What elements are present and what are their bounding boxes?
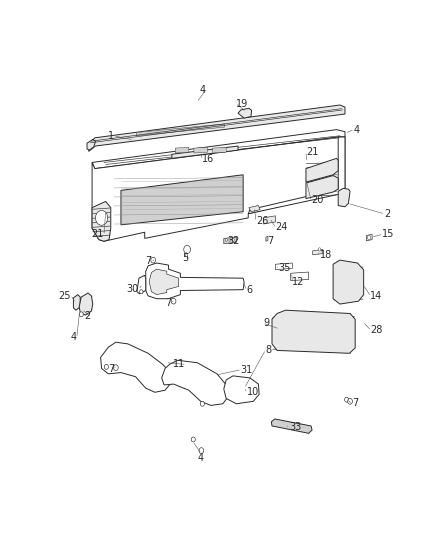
Polygon shape <box>146 263 244 298</box>
Polygon shape <box>291 272 309 281</box>
Text: 35: 35 <box>279 263 291 273</box>
Polygon shape <box>194 147 208 153</box>
Circle shape <box>95 211 108 225</box>
Text: 28: 28 <box>371 325 383 335</box>
Text: 26: 26 <box>256 216 268 226</box>
Text: 7: 7 <box>145 256 152 266</box>
Text: 18: 18 <box>320 250 332 260</box>
Polygon shape <box>248 137 345 214</box>
Polygon shape <box>162 360 228 406</box>
Text: 20: 20 <box>311 195 323 205</box>
Text: 7: 7 <box>267 236 273 246</box>
Text: 19: 19 <box>237 99 249 109</box>
Text: 7: 7 <box>108 364 114 374</box>
Text: 4: 4 <box>71 332 77 342</box>
Circle shape <box>140 290 143 294</box>
Polygon shape <box>264 216 276 224</box>
Text: 10: 10 <box>247 387 259 397</box>
Polygon shape <box>266 236 268 241</box>
Polygon shape <box>121 175 243 225</box>
Text: 30: 30 <box>127 284 139 294</box>
Circle shape <box>200 401 205 406</box>
Circle shape <box>171 298 176 304</box>
Text: 14: 14 <box>371 291 383 301</box>
Text: 2: 2 <box>84 311 90 321</box>
Polygon shape <box>333 260 364 304</box>
Text: 24: 24 <box>276 222 288 232</box>
Circle shape <box>226 239 227 241</box>
Polygon shape <box>175 147 189 153</box>
Text: 6: 6 <box>247 285 253 295</box>
Circle shape <box>318 248 321 251</box>
Circle shape <box>113 365 118 370</box>
Polygon shape <box>172 146 238 158</box>
Polygon shape <box>92 137 345 241</box>
Polygon shape <box>238 108 251 118</box>
Circle shape <box>104 365 108 369</box>
Text: 25: 25 <box>59 291 71 301</box>
Text: 7: 7 <box>352 398 358 408</box>
Text: 7: 7 <box>166 298 172 308</box>
Text: 32: 32 <box>227 236 240 246</box>
Circle shape <box>232 239 234 241</box>
Circle shape <box>191 437 195 442</box>
Text: 33: 33 <box>289 422 301 432</box>
Circle shape <box>151 257 155 263</box>
Text: 1: 1 <box>108 131 114 141</box>
Polygon shape <box>87 140 95 150</box>
Polygon shape <box>137 276 146 294</box>
Text: 21: 21 <box>306 147 318 157</box>
Polygon shape <box>306 158 338 182</box>
Circle shape <box>229 239 231 241</box>
Polygon shape <box>101 342 171 392</box>
Text: 4: 4 <box>198 453 204 463</box>
Polygon shape <box>74 295 80 310</box>
Polygon shape <box>366 235 372 241</box>
Text: 2: 2 <box>384 209 390 219</box>
Text: 31: 31 <box>241 365 253 375</box>
Circle shape <box>79 312 83 317</box>
Text: 4: 4 <box>353 125 360 135</box>
Polygon shape <box>276 263 293 270</box>
Text: 21: 21 <box>92 229 104 239</box>
Polygon shape <box>149 269 179 295</box>
Polygon shape <box>272 310 355 353</box>
Polygon shape <box>249 206 260 212</box>
Text: 5: 5 <box>182 253 189 263</box>
Circle shape <box>367 236 371 240</box>
Polygon shape <box>92 201 111 241</box>
Text: 15: 15 <box>382 229 395 239</box>
Text: 12: 12 <box>293 277 305 287</box>
Polygon shape <box>79 293 93 315</box>
Text: 4: 4 <box>200 85 206 95</box>
Polygon shape <box>224 376 259 404</box>
Text: 8: 8 <box>265 345 271 356</box>
Polygon shape <box>338 188 350 207</box>
Polygon shape <box>212 147 226 153</box>
Circle shape <box>199 448 204 454</box>
Polygon shape <box>224 237 237 244</box>
Polygon shape <box>313 249 323 255</box>
Polygon shape <box>271 419 312 433</box>
Text: 9: 9 <box>264 318 270 328</box>
Polygon shape <box>306 175 338 199</box>
Circle shape <box>184 245 191 254</box>
Polygon shape <box>92 130 345 168</box>
Text: 16: 16 <box>202 154 215 164</box>
Circle shape <box>345 397 349 402</box>
Text: 11: 11 <box>173 359 185 369</box>
Polygon shape <box>88 105 345 151</box>
Polygon shape <box>136 124 224 136</box>
Circle shape <box>348 399 353 404</box>
